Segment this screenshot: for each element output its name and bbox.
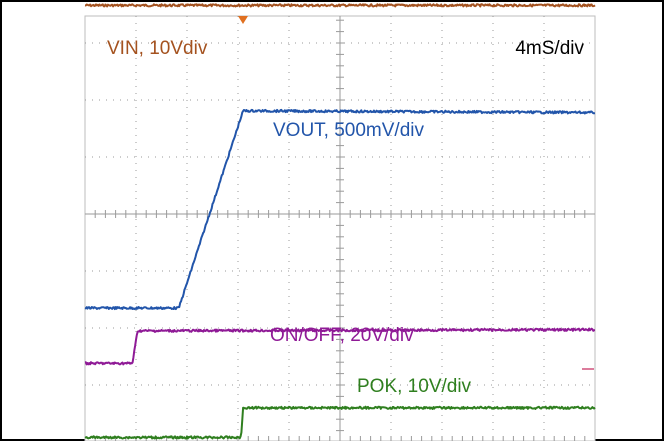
series-label-pok: POK, 10V/div — [357, 376, 472, 397]
timebase-label: 4mS/div — [515, 38, 584, 59]
trace-pok — [84, 405, 596, 440]
trace-vin — [84, 3, 596, 8]
series-label-on-off: ON/OFF, 20V/div — [270, 325, 414, 346]
graticule — [85, 16, 595, 441]
trigger-position-marker — [238, 16, 248, 24]
trace-on-off — [84, 327, 596, 366]
traces — [84, 3, 596, 440]
series-label-vout: VOUT, 500mV/div — [273, 120, 424, 141]
series-label-vin: VIN, 10Vdiv — [107, 38, 208, 59]
trace-vout — [84, 108, 596, 311]
